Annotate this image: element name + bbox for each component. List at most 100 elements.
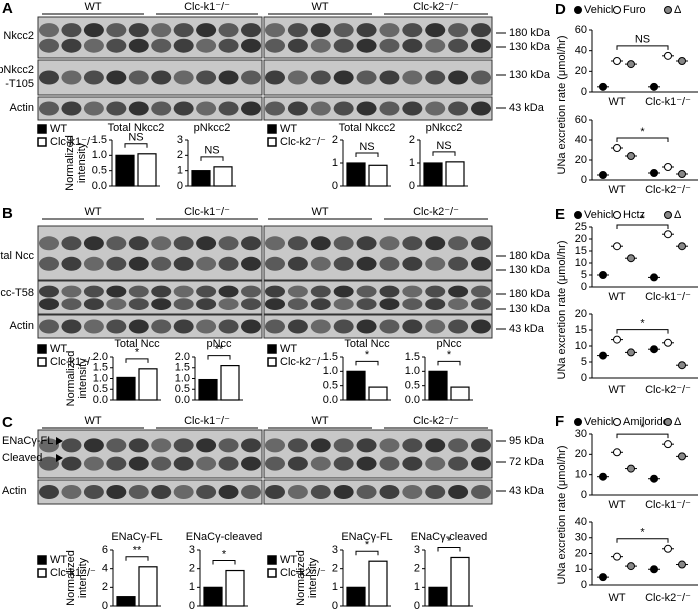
band (425, 438, 446, 453)
y-axis-label: Normalized (65, 550, 77, 606)
chart-title: Total Nkcc2 (339, 122, 396, 134)
legend-label: Clc-k1⁻/⁻ (50, 567, 96, 579)
band (379, 438, 400, 453)
legend-label: WT (280, 343, 297, 355)
y-axis-label: intensity (307, 557, 319, 598)
y-tick-label: 4 (102, 563, 108, 575)
y-tick-label: 1 (332, 157, 338, 169)
band (151, 485, 172, 499)
band (471, 285, 491, 298)
legend-label: Hctz (623, 209, 645, 221)
band (425, 456, 446, 471)
y-axis-label: intensity (76, 142, 88, 183)
band (106, 285, 127, 298)
data-point (627, 254, 635, 263)
group-label: Clc-k1⁻/⁻ (184, 206, 230, 218)
band (39, 256, 59, 271)
band (106, 456, 127, 471)
band (218, 485, 239, 499)
sig-label: * (447, 349, 452, 361)
legend-swatch (37, 357, 47, 367)
sig-label: * (447, 535, 452, 547)
chart-title: ENaCγ-cleaved (186, 531, 262, 543)
sig-label: * (640, 422, 645, 434)
band (310, 485, 331, 499)
band (241, 38, 261, 53)
band (333, 319, 354, 334)
data-point (599, 271, 607, 279)
band (61, 319, 82, 334)
band (128, 101, 149, 116)
band (128, 298, 149, 310)
panel-letter: F (555, 413, 564, 430)
band (379, 23, 400, 38)
x-tick-label: WT (608, 96, 625, 108)
row-arrow (56, 454, 63, 462)
legend-swatch (267, 568, 277, 578)
band (402, 485, 423, 499)
band (333, 456, 354, 471)
x-tick-label: Clc-k2⁻/⁻ (645, 184, 691, 196)
band (310, 438, 331, 453)
band (83, 438, 104, 453)
y-tick-label: 3 (189, 544, 195, 556)
band (333, 23, 354, 38)
band (39, 319, 59, 334)
legend-swatch (37, 568, 47, 578)
legend-label: Clc-k1⁻/⁻ (50, 136, 96, 148)
y-tick-label: 1.5 (323, 351, 338, 363)
y-tick-label: 10 (575, 563, 587, 575)
band (310, 319, 331, 334)
legend-swatch (267, 344, 277, 354)
legend-label: Clc-k1⁻/⁻ (50, 356, 96, 368)
y-tick-label: 2 (102, 581, 108, 593)
data-point (650, 273, 658, 282)
bar (450, 386, 470, 401)
band (196, 236, 217, 251)
data-point (650, 169, 658, 177)
band (61, 438, 82, 453)
sig-bracket (616, 45, 669, 50)
group-label: WT (311, 415, 328, 427)
x-tick-label: Clc-k1⁻/⁻ (645, 291, 691, 303)
band (241, 236, 261, 251)
band (151, 256, 172, 271)
legend-marker (574, 6, 582, 14)
y-tick-label: 0 (332, 600, 338, 612)
band (310, 256, 331, 271)
group-label: Clc-k2⁻/⁻ (413, 1, 459, 13)
band (173, 456, 194, 471)
band (425, 485, 446, 499)
data-point (599, 351, 607, 360)
band (61, 285, 82, 298)
data-point (613, 335, 621, 344)
band (448, 256, 469, 271)
band (83, 298, 104, 310)
y-tick-label: 30 (575, 428, 587, 440)
band (333, 298, 354, 310)
bar (368, 560, 388, 607)
y-tick-label: 60 (575, 24, 587, 36)
legend-marker (574, 211, 582, 219)
band (356, 256, 377, 271)
legend-label: Δ (674, 4, 682, 16)
band (356, 319, 377, 334)
sig-bracket (207, 355, 231, 360)
band (151, 70, 172, 85)
legend-label: Amiloride (623, 416, 669, 428)
band (265, 485, 285, 499)
data-point (664, 163, 672, 171)
data-point (627, 60, 635, 69)
data-point (678, 170, 686, 178)
chart-title: Total Ncc (344, 338, 390, 350)
band (128, 23, 149, 38)
bar (346, 586, 366, 607)
sig-bracket (616, 329, 669, 334)
bar (138, 368, 158, 401)
x-tick-label: Clc-k2⁻/⁻ (645, 384, 691, 396)
y-tick-label: 1.0 (92, 149, 107, 161)
y-tick-label: 0 (581, 86, 587, 98)
marker-label: 180 kDa (509, 288, 551, 300)
row-label: Total Nkcc2 (0, 30, 34, 42)
band (425, 298, 446, 310)
